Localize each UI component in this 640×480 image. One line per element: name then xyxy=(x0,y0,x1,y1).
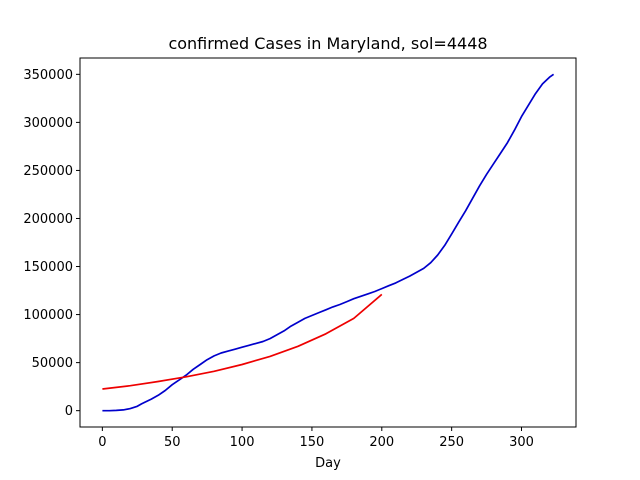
x-tick-label: 300 xyxy=(509,435,534,450)
y-tick-label: 100000 xyxy=(23,308,73,323)
x-tick-label: 0 xyxy=(98,435,106,450)
y-tick-label: 150000 xyxy=(23,260,73,275)
series-line-1 xyxy=(102,293,383,390)
series-layer xyxy=(102,73,555,412)
y-tick-label: 300000 xyxy=(23,116,73,131)
x-tick-label: 250 xyxy=(439,435,464,450)
ticks-layer: 0 50 100 150 200 250 300 0 50000 100000 150000 2000… xyxy=(23,68,534,450)
y-tick-label: 50000 xyxy=(32,356,73,371)
x-tick-label: 50 xyxy=(164,435,181,450)
x-tick-label: 200 xyxy=(369,435,394,450)
chart-title: confirmed Cases in Maryland, sol=4448 xyxy=(168,34,487,53)
x-axis-label: Day xyxy=(315,456,341,471)
series-line-0 xyxy=(102,73,555,412)
y-tick-label: 350000 xyxy=(23,68,73,83)
plot-frame xyxy=(79,57,577,428)
y-tick-label: 250000 xyxy=(23,164,73,179)
y-tick-label: 200000 xyxy=(23,212,73,227)
x-tick-label: 100 xyxy=(230,435,255,450)
y-tick-label: 0 xyxy=(65,404,73,419)
x-tick-label: 150 xyxy=(300,435,325,450)
